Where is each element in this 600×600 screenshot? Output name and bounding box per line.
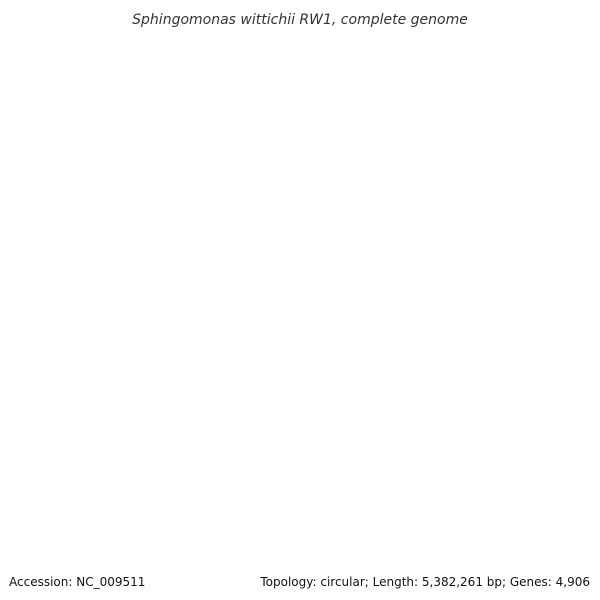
topology-summary: Topology: circular; Length: 5,382,261 bp… [259,575,590,589]
map-title: Sphingomonas wittichii RW1, complete gen… [132,12,468,28]
accession-text: Accession: NC_009511 [9,575,145,589]
